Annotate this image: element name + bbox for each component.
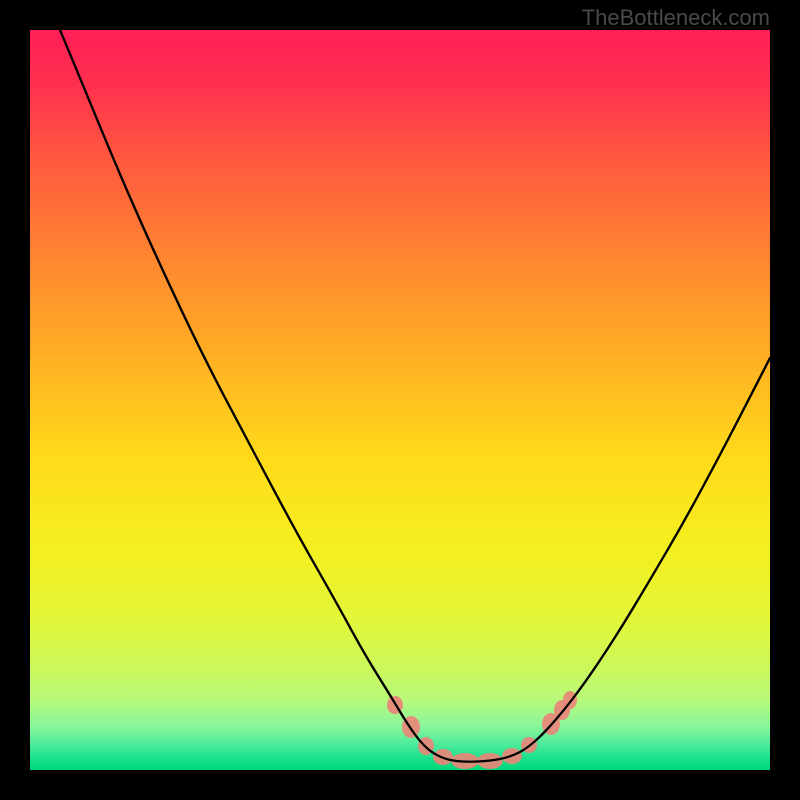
chart-canvas: TheBottleneck.com [0,0,800,800]
bottom-marker [563,691,577,709]
watermark-text: TheBottleneck.com [582,5,770,31]
plot-background [30,30,770,770]
chart-svg [0,0,800,800]
